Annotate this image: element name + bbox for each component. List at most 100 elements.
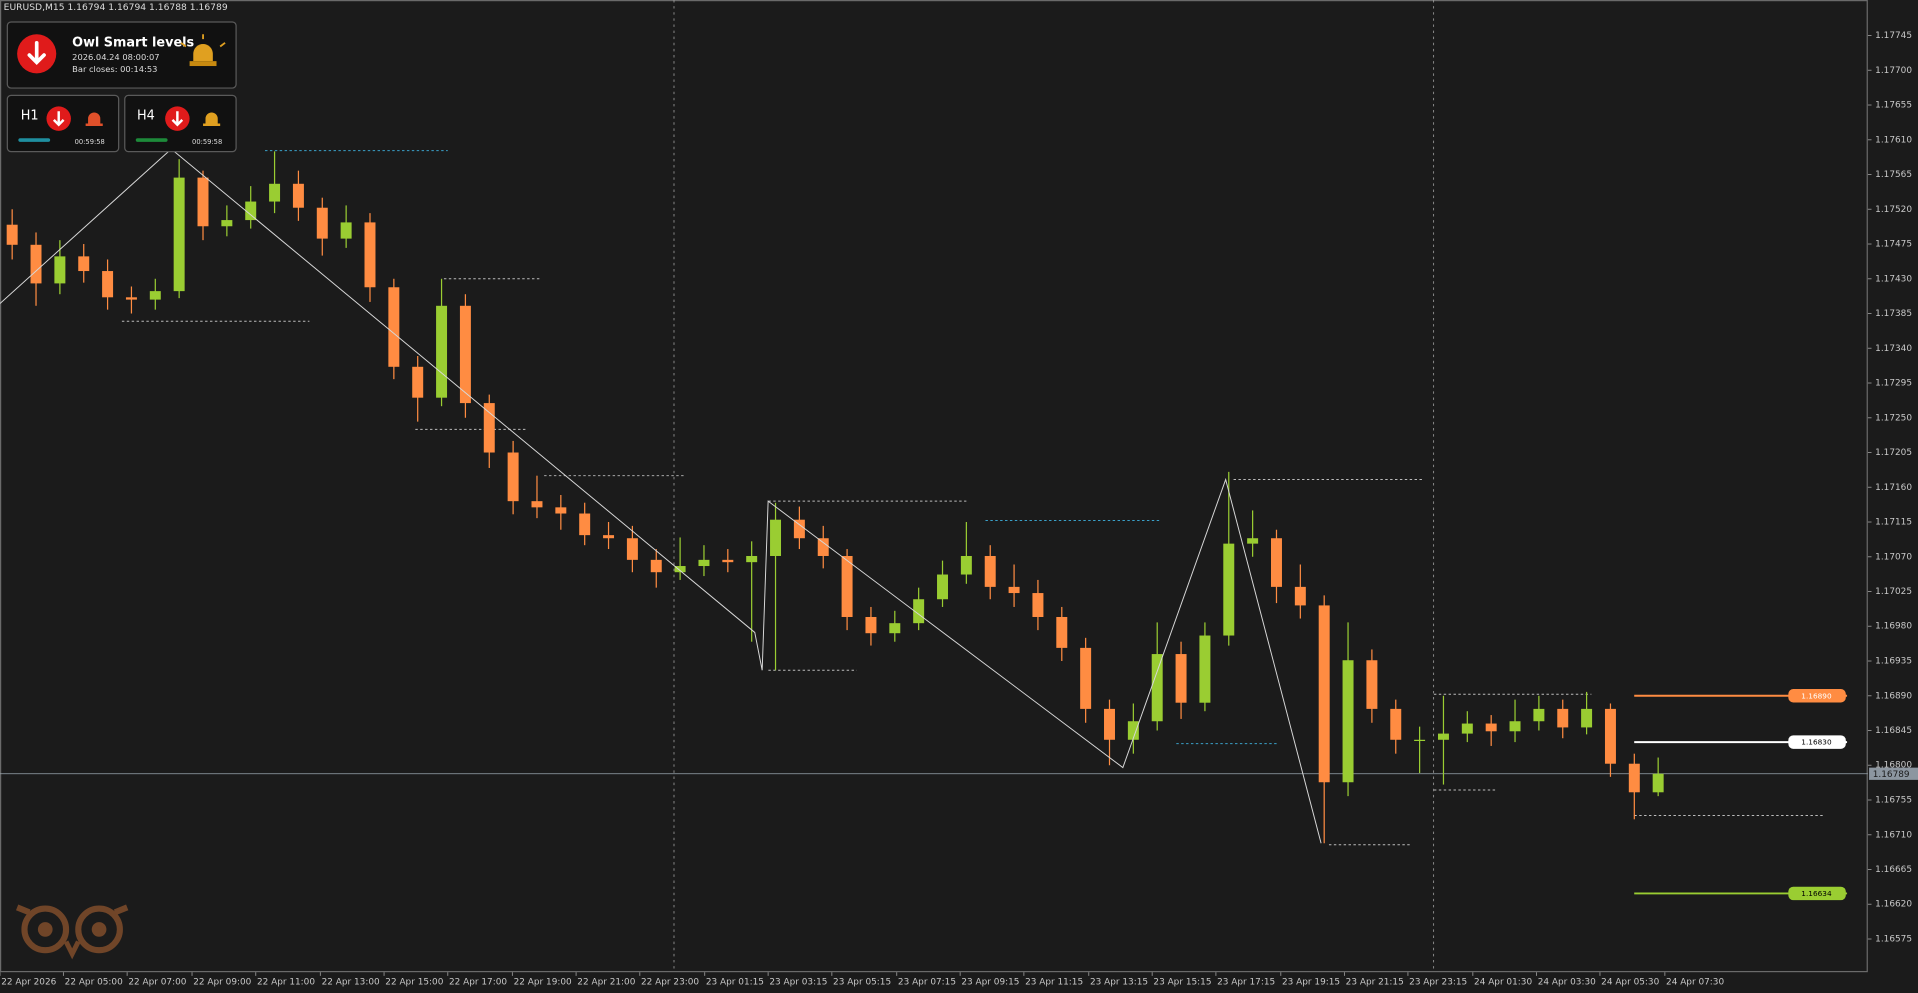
candle-body (937, 574, 948, 600)
x-tick-label: 23 Apr 01:15 (706, 977, 764, 987)
candle-body (1294, 586, 1306, 606)
x-tick-label: 22 Apr 23:00 (641, 977, 699, 987)
candle-body (698, 559, 710, 567)
candle-body (913, 599, 925, 624)
y-tick-label: 1.17610 (1875, 135, 1912, 145)
candle-body (1199, 635, 1211, 703)
y-tick-label: 1.16665 (1875, 865, 1912, 875)
candle-body (1080, 647, 1092, 709)
candle-body (6, 224, 18, 245)
candle-body (507, 452, 519, 502)
x-tick-label: 23 Apr 21:15 (1346, 977, 1404, 987)
x-tick-label: 22 Apr 15:00 (385, 977, 443, 987)
candle-body (889, 623, 901, 634)
candle-body (1437, 733, 1449, 740)
x-tick-label: 23 Apr 11:15 (1025, 977, 1083, 987)
x-tick-label: 23 Apr 03:15 (769, 977, 827, 987)
candle-body (1056, 616, 1068, 648)
candle-body (960, 555, 972, 575)
candle-body (1557, 708, 1569, 728)
candle-body (1509, 721, 1521, 732)
y-tick-label: 1.17340 (1875, 344, 1912, 354)
y-tick-label: 1.17475 (1875, 240, 1912, 250)
progress-bar (18, 138, 51, 142)
y-tick-label: 1.17160 (1875, 483, 1912, 493)
alarm-icon (85, 112, 103, 126)
candle-body (245, 201, 257, 221)
candle-body (1104, 708, 1115, 740)
candle-body (746, 555, 758, 563)
x-tick-label: 23 Apr 13:15 (1090, 977, 1148, 987)
tf-timer: 00:59:58 (192, 138, 222, 146)
x-tick-label: 23 Apr 17:15 (1217, 977, 1275, 987)
candle-body (292, 183, 304, 208)
candle-body (531, 501, 543, 508)
smart-level-label: 1.16890 (1801, 691, 1832, 700)
candle-body (1652, 773, 1664, 793)
candle-body (102, 271, 114, 298)
smart-level-tag (1788, 735, 1846, 749)
candle-body (1581, 708, 1593, 728)
progress-bar (135, 138, 168, 142)
candle-body (793, 519, 805, 539)
x-tick-label: 24 Apr 03:30 (1538, 977, 1596, 987)
y-tick-label: 1.16620 (1875, 900, 1912, 910)
candle-body (865, 616, 877, 634)
panel-box (6, 21, 237, 89)
smart-level-tag (1788, 886, 1846, 901)
y-tick-label: 1.17295 (1875, 379, 1912, 389)
smart-level-tag (1788, 689, 1846, 703)
x-tick-label: 22 Apr 13:00 (322, 977, 380, 987)
x-tick-label: 22 Apr 19:00 (514, 977, 572, 987)
candle-body (316, 207, 328, 239)
candle-body (1127, 721, 1139, 740)
candle-body (555, 507, 567, 514)
candle-body (54, 256, 66, 284)
x-tick-label: 24 Apr 07:30 (1666, 977, 1724, 987)
x-tick-label: 22 Apr 17:00 (449, 977, 507, 987)
x-tick-label: 23 Apr 05:15 (833, 977, 891, 987)
candle-body (340, 222, 352, 239)
owl-logo (15, 904, 129, 960)
y-tick-label: 1.16710 (1875, 830, 1912, 840)
price-tag-label: 1.16789 (1873, 770, 1910, 780)
candle-body (984, 555, 996, 587)
candle-body (269, 183, 281, 202)
y-tick-label: 1.17655 (1875, 101, 1912, 111)
candle-body (1151, 654, 1163, 722)
panel-title: Owl Smart levels (72, 35, 194, 50)
y-tick-label: 1.17430 (1875, 274, 1912, 284)
x-tick-label: 23 Apr 07:15 (898, 977, 956, 987)
x-tick-label: 23 Apr 23:15 (1409, 977, 1467, 987)
arrow (171, 111, 184, 127)
candle-body (1366, 660, 1378, 709)
owl-panel: Owl Smart levels 2026.04.24 08:00:07 Bar… (6, 21, 237, 153)
candle-body (841, 555, 853, 617)
candle-body (674, 566, 686, 573)
candle-body (1533, 708, 1545, 722)
y-tick-label: 1.17520 (1875, 205, 1912, 215)
symbol-header: EURUSD,M15 1.16794 1.16794 1.16788 1.167… (4, 2, 228, 13)
candle-body (1414, 739, 1426, 741)
y-tick-label: 1.17385 (1875, 309, 1912, 319)
arrow (27, 40, 46, 65)
candle-body (1342, 660, 1354, 783)
candle-body (1628, 763, 1640, 793)
candle-body (817, 538, 829, 556)
price-tag (1869, 767, 1918, 780)
plot-frame (0, 0, 1868, 973)
candle-body (579, 513, 591, 536)
candle-body (1223, 543, 1235, 636)
smart-level-label: 1.16634 (1801, 889, 1832, 898)
smart-level-label: 1.16830 (1801, 738, 1832, 747)
x-tick-label: 22 Apr 11:00 (257, 977, 315, 987)
candle-body (412, 366, 424, 398)
panel-bar-closes: Bar closes: 00:14:53 (72, 64, 157, 74)
candle-body (149, 291, 161, 300)
y-tick-label: 1.16800 (1875, 761, 1912, 771)
x-tick-label: 23 Apr 15:15 (1153, 977, 1211, 987)
y-tick-label: 1.16755 (1875, 796, 1912, 806)
candle-body (1604, 708, 1616, 764)
